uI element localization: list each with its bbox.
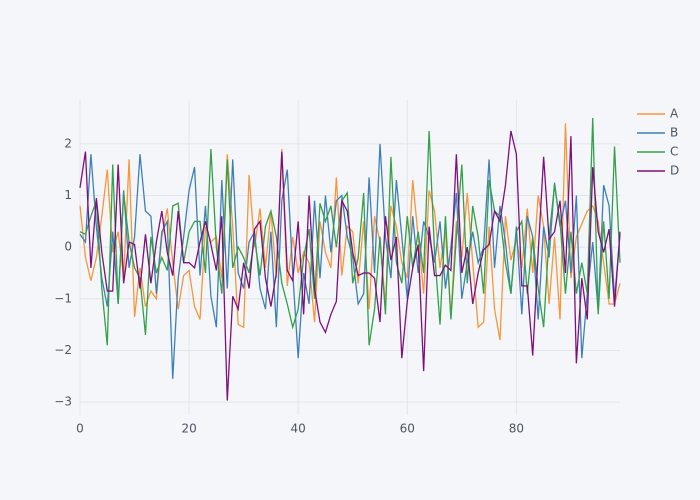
legend-label: B [670,126,678,140]
y-tick-label: −1 [54,291,72,305]
x-tick-label: 60 [400,422,415,436]
legend-label: C [670,145,678,159]
line-series [79,118,621,346]
y-tick-label: 1 [64,188,72,202]
y-tick-label: 2 [64,136,72,150]
y-tick-label: −2 [54,343,72,357]
x-tick-label: 40 [291,422,306,436]
x-tick-label: 20 [181,422,196,436]
x-tick-label: 0 [76,422,84,436]
legend-label: A [670,107,679,121]
y-tick-label: −3 [54,395,72,409]
y-tick-label: 0 [64,240,72,254]
legend-label: D [670,164,679,178]
x-tick-label: 80 [509,422,524,436]
line-series [79,130,621,401]
